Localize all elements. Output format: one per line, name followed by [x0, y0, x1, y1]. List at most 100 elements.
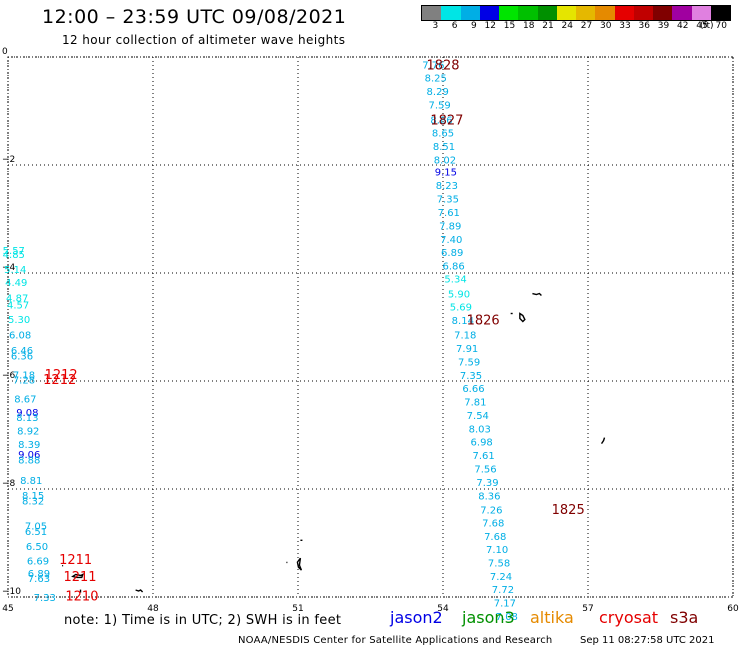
legend-item-cryosat: cryosat — [599, 608, 659, 627]
scale-swatch — [633, 6, 653, 20]
swh-value: 8.14 — [452, 316, 474, 327]
swh-value: 7.10 — [486, 545, 508, 556]
pass-time-label: 1828 — [426, 59, 459, 74]
swh-value: 8.02 — [434, 156, 456, 167]
swh-value: 6.46 — [11, 346, 33, 357]
swh-value: 7.17 — [494, 598, 516, 609]
island-outline — [600, 437, 606, 445]
swh-value: 8.92 — [17, 427, 39, 438]
swh-value: 7.24 — [490, 572, 512, 583]
swh-value: 9.08 — [16, 408, 38, 419]
y-tick-label: −2 — [2, 155, 15, 165]
swh-value: 8.88 — [18, 455, 40, 466]
scale-label: 9 — [471, 21, 477, 31]
swh-value: 7.72 — [492, 585, 514, 596]
swh-value: 8.51 — [433, 142, 455, 153]
scale-label: 15 — [503, 21, 516, 31]
x-tick-label: 48 — [147, 604, 159, 614]
scale-swatch — [672, 6, 692, 20]
swh-value: 5.90 — [448, 290, 470, 301]
swh-value: 7.56 — [474, 464, 496, 475]
legend-item-jason2: jason2 — [390, 608, 443, 627]
swh-value: 7.40 — [440, 235, 462, 246]
swh-value: 8.23 — [436, 181, 458, 192]
y-tick-label: −10 — [2, 587, 21, 597]
scale-label: 39 — [657, 21, 670, 31]
swh-value: 7.28 — [13, 375, 35, 386]
swh-value: 9.15 — [435, 167, 457, 178]
swh-value: 6.08 — [9, 331, 31, 342]
swh-value: 7.33 — [34, 593, 56, 604]
swh-value: 7.05 — [25, 522, 47, 533]
legend-item-s3a: s3a — [670, 608, 699, 627]
swh-value: 8.65 — [432, 129, 454, 140]
swh-value: 4.49 — [5, 278, 27, 289]
pass-time-label: 1826 — [467, 313, 500, 328]
footer-credit: NOAA/NESDIS Center for Satellite Applica… — [238, 635, 553, 646]
swh-value: 5.69 — [450, 302, 472, 313]
swh-value: 8.86 — [430, 116, 452, 127]
page-title: 12:00 – 23:59 UTC 09/08/2021 — [42, 6, 347, 28]
swh-value: 4.57 — [7, 300, 29, 311]
swh-value: 8.25 — [425, 74, 447, 85]
swh-value: 7.81 — [464, 398, 486, 409]
swh-value: 6.89 — [441, 248, 463, 259]
scale-swatch — [691, 6, 711, 20]
scale-swatch — [710, 6, 730, 20]
swh-value: 8.29 — [427, 87, 449, 98]
swh-value: 5.57 — [3, 246, 25, 257]
scale-swatch — [614, 6, 634, 20]
swh-value: 8.15 — [22, 491, 44, 502]
x-tick-label: 45 — [2, 604, 13, 614]
x-tick-label: 60 — [727, 604, 739, 614]
color-scale-labels: 3 6 9 12 15 18 21 24 27 30 33 36 39 42 45 70 — [421, 21, 729, 31]
scale-label: 21 — [542, 21, 554, 31]
swh-value: 7.76 — [422, 61, 444, 72]
swh-value: 7.39 — [476, 478, 498, 489]
scale-label: 33 — [619, 21, 631, 31]
scale-label: 45 — [696, 21, 708, 31]
swh-value: 8.81 — [20, 476, 42, 487]
scale-label: 27 — [580, 21, 593, 31]
footer-note: note: 1) Time is in UTC; 2) SWH is in fe… — [64, 613, 342, 628]
footer-timestamp: Sep 11 08:27:58 UTC 2021 — [580, 635, 715, 646]
y-tick-label: −6 — [2, 371, 16, 381]
swh-value: 7.63 — [28, 574, 50, 585]
swh-value: 8.67 — [14, 394, 36, 405]
scale-swatch — [537, 6, 557, 20]
y-tick-label: 0 — [2, 47, 8, 57]
swh-value: 6.98 — [471, 437, 493, 448]
swh-value: 7.18 — [454, 331, 476, 342]
scale-label: 42 — [677, 21, 689, 31]
pass-time-label: 1827 — [430, 114, 463, 129]
swh-value: 6.36 — [11, 352, 33, 363]
pass-time-label: 1210 — [65, 589, 98, 604]
swh-value: 7.08 — [496, 612, 518, 623]
swh-value: 8.36 — [478, 491, 500, 502]
island-outline — [532, 292, 542, 297]
scale-swatch — [576, 6, 596, 20]
x-tick-label: 54 — [437, 604, 449, 614]
swh-value: 6.89 — [28, 569, 50, 580]
scale-swatch — [441, 6, 461, 20]
swh-value: 7.59 — [458, 358, 480, 369]
pass-time-label: 1211 — [63, 570, 96, 585]
swh-value: 8.39 — [18, 440, 40, 451]
y-tick-label: −4 — [2, 263, 16, 273]
swh-value: 4.85 — [3, 250, 25, 261]
scale-swatch — [518, 6, 538, 20]
scale-label: 6 — [451, 21, 458, 31]
island-outline — [519, 312, 526, 323]
y-tick-label: −8 — [2, 479, 16, 489]
swh-value: 7.35 — [437, 194, 459, 205]
island-outline — [71, 573, 84, 579]
swh-value: 8.13 — [16, 413, 38, 424]
scale-label: 30 — [600, 21, 612, 31]
swh-value: 7.59 — [428, 101, 450, 112]
swh-value: 7.54 — [467, 411, 489, 422]
scale-swatch — [653, 6, 673, 20]
scale-label: 12 — [484, 21, 496, 31]
scale-swatch — [499, 6, 519, 20]
swh-value: 8.32 — [22, 496, 44, 507]
scale-label: 18 — [523, 21, 535, 31]
